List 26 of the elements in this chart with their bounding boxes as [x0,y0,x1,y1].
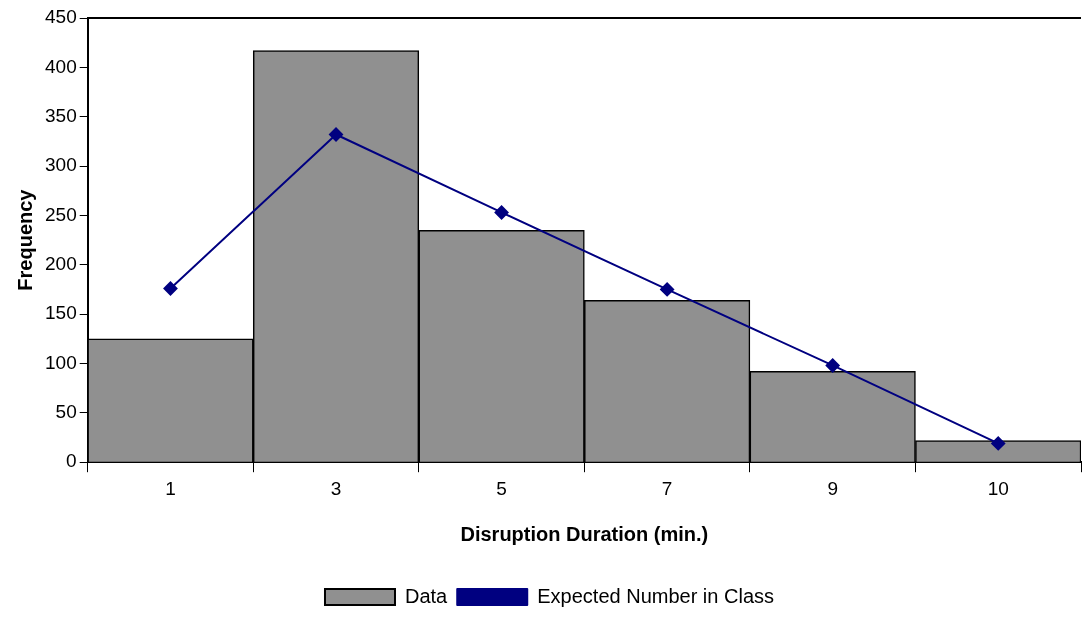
x-axis-title: Disruption Duration (min.) [460,522,709,545]
y-tick-label: 0 [66,450,77,472]
legend-label: Data [404,584,449,607]
y-tick-label: 100 [45,351,77,373]
point [163,281,178,296]
x-tick-label: 3 [330,477,342,499]
point [494,205,509,220]
y-tick-label: 450 [45,6,77,28]
point [660,282,675,297]
point [825,358,840,373]
x-tick-label: 5 [496,477,507,499]
y-axis-title: Frequency [13,188,36,291]
y-tick-label: 400 [45,55,77,77]
y-tick-label: 300 [45,154,77,176]
point [329,127,344,142]
legend-label: Expected Number in Class [537,584,775,607]
y-tick-label: 200 [45,253,77,275]
y-tick-label: 150 [45,302,77,324]
y-tick-label: 50 [55,401,77,423]
x-tick-label: 10 [987,477,1009,499]
x-tick-label: 1 [165,477,176,499]
x-tick-label: 9 [827,477,838,499]
x-tick-label: 7 [661,477,673,499]
y-tick-label: 350 [45,104,77,126]
y-tick-label: 250 [45,203,77,225]
point [991,436,1006,451]
